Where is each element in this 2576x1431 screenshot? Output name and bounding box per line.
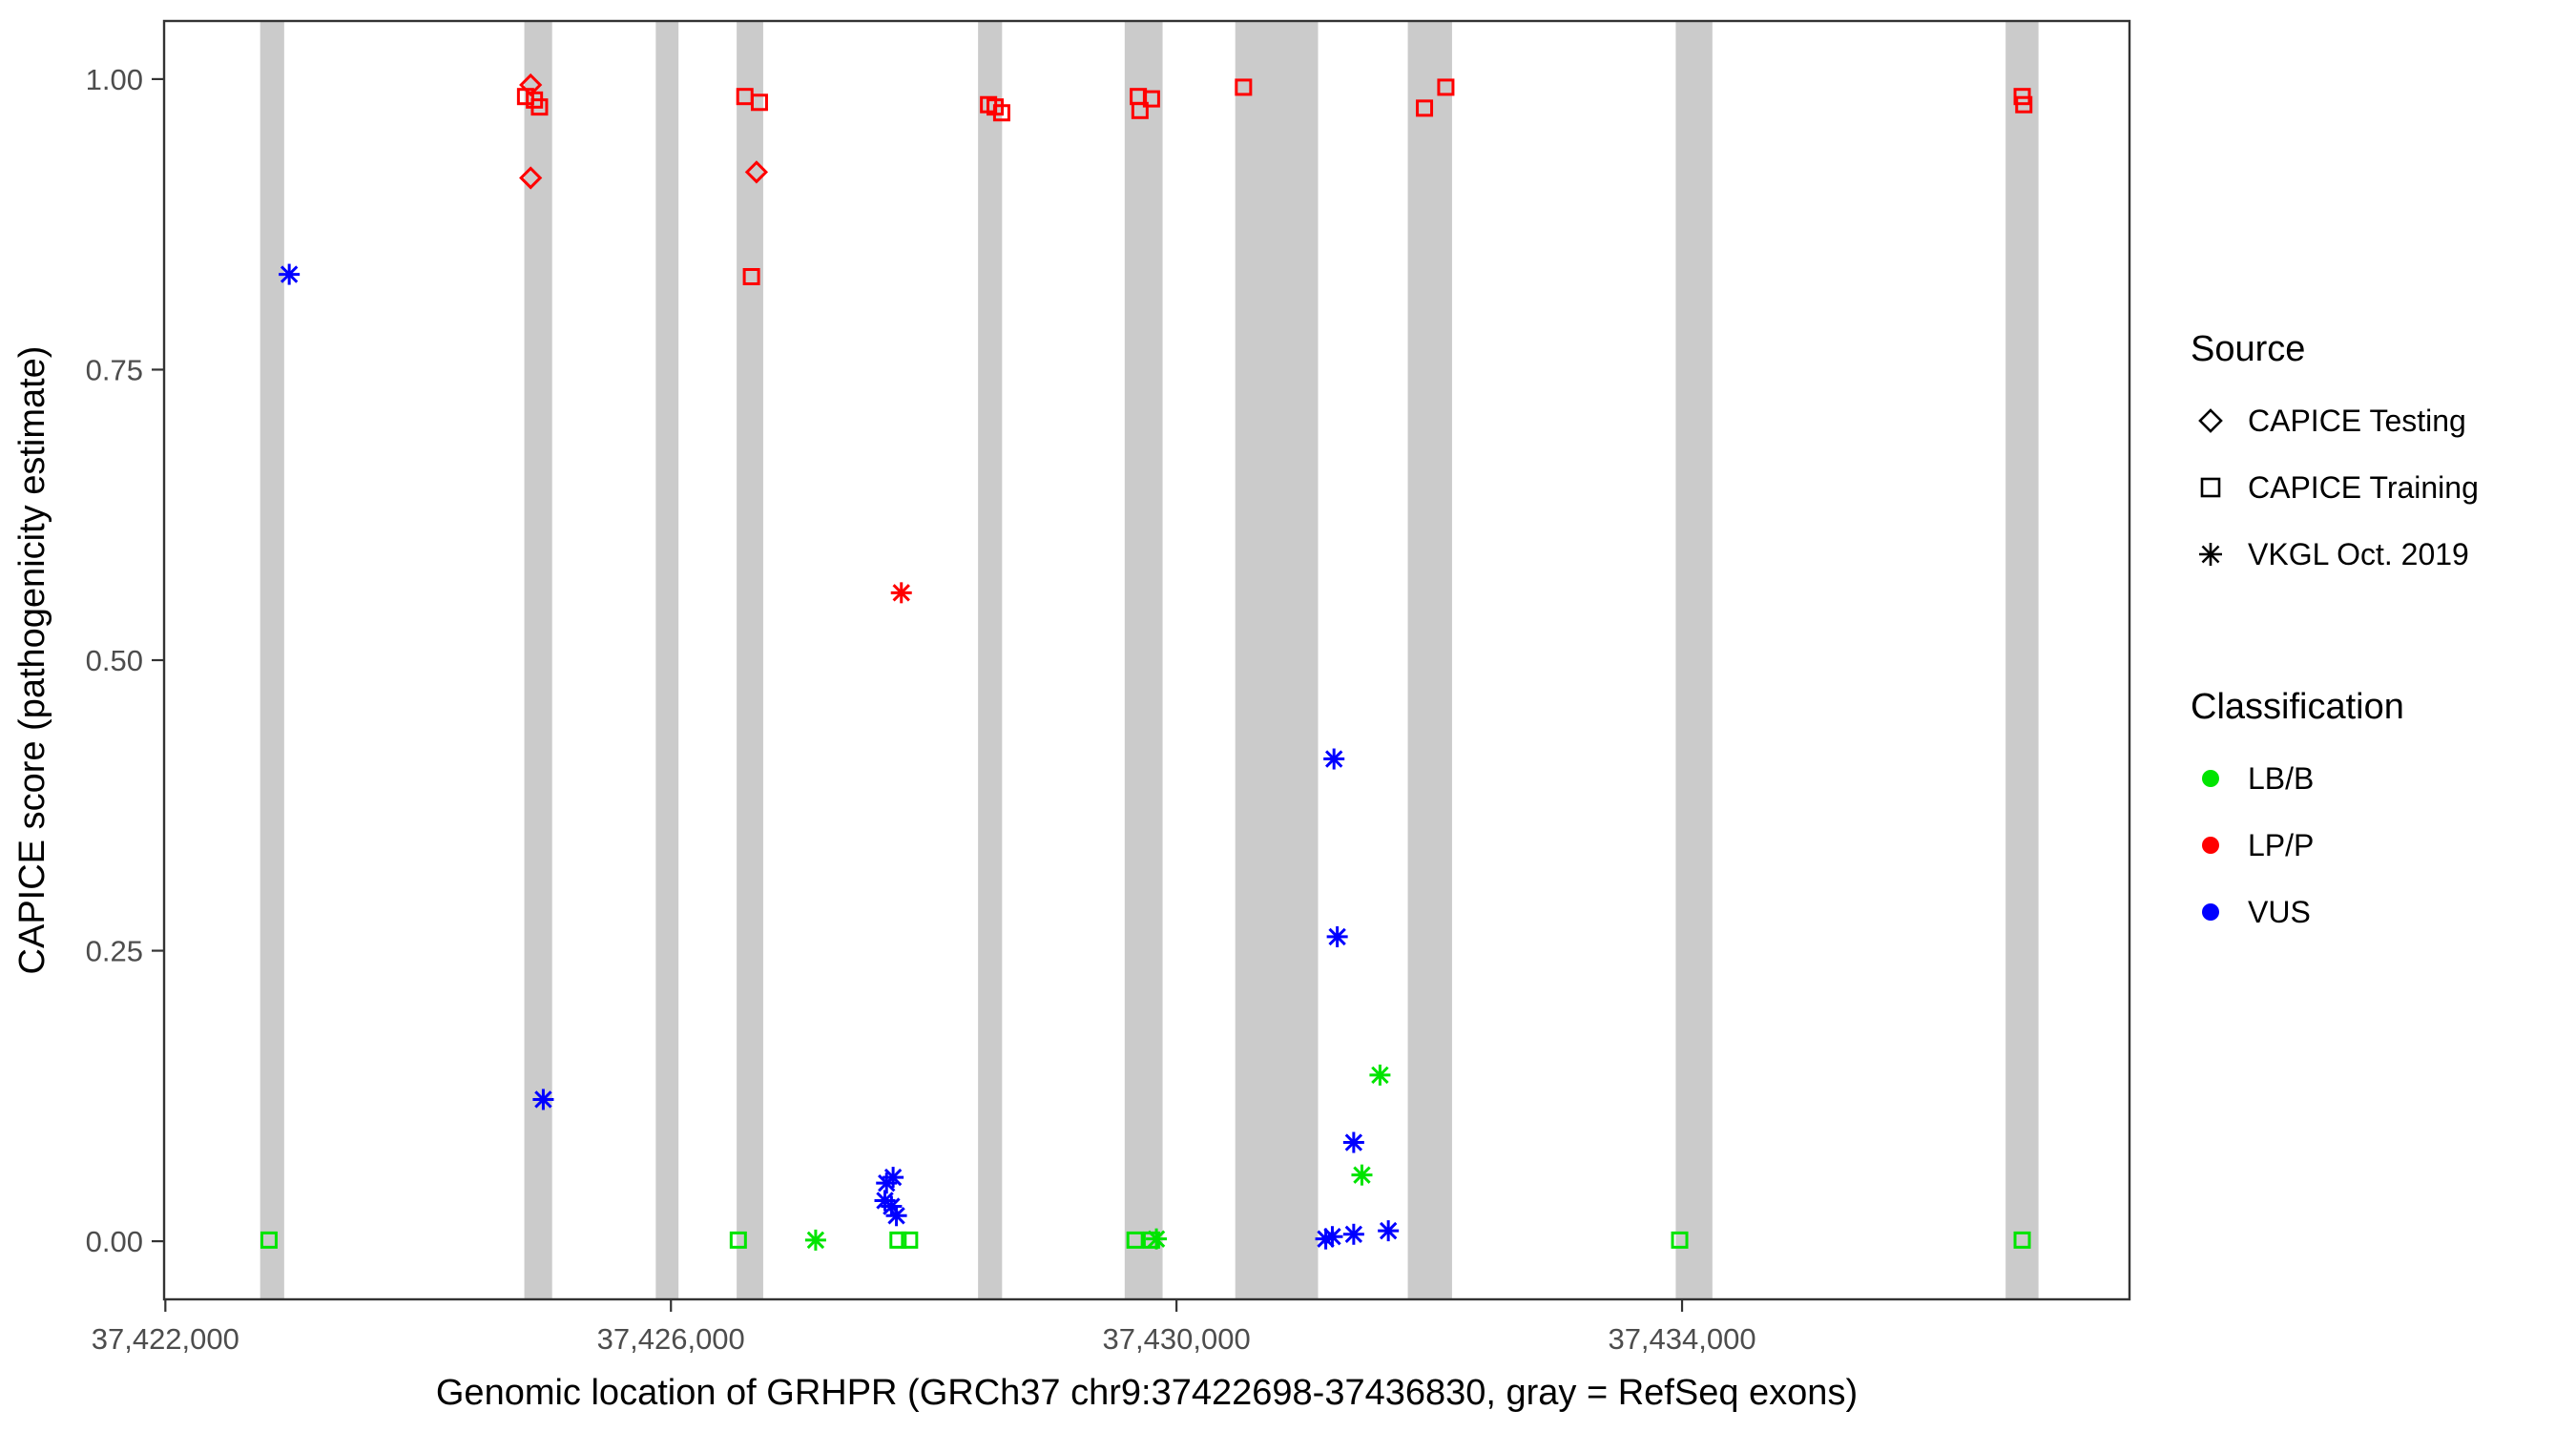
exon-bar: [655, 21, 679, 1299]
legend-source-title: Source: [2191, 329, 2306, 369]
y-tick-label: 0.50: [86, 644, 143, 677]
legend-item-vkgl: VKGL Oct. 2019: [2191, 521, 2572, 588]
data-point-diamond: [744, 160, 769, 184]
data-point-asterisk: [806, 1231, 825, 1250]
data-point-square: [889, 1231, 907, 1249]
data-point-asterisk: [883, 1168, 903, 1187]
data-point-asterisk: [892, 584, 910, 602]
asterisk-icon: [2199, 543, 2222, 566]
green-dot-icon: [2202, 770, 2219, 787]
exon-bar: [737, 21, 763, 1299]
data-point-asterisk: [1344, 1133, 1363, 1151]
exon-bar: [1124, 21, 1163, 1299]
x-axis-title: Genomic location of GRHPR (GRCh37 chr9:3…: [436, 1373, 1858, 1413]
y-tick-label: 0.00: [86, 1225, 143, 1258]
legend-item-label: LP/P: [2248, 827, 2315, 862]
legend-item-capice-testing: CAPICE Testing: [2191, 387, 2572, 454]
data-point-asterisk: [1353, 1166, 1371, 1184]
data-point-square: [1437, 78, 1455, 96]
legend-source-block: Source CAPICE Testing CAPICE Training: [2191, 329, 2572, 588]
data-point-asterisk: [1323, 1228, 1341, 1246]
exon-bar: [1407, 21, 1452, 1299]
legend-classification-block: Classification LB/B LP/P VUS: [2191, 687, 2572, 945]
x-tick-label: 37,422,000: [92, 1322, 239, 1356]
data-point-square: [1416, 99, 1434, 117]
y-axis-title: CAPICE score (pathogenicity estimate): [12, 346, 52, 975]
data-point-square: [1235, 78, 1253, 96]
exon-bar: [524, 21, 552, 1299]
legend-item-label: VKGL Oct. 2019: [2248, 536, 2469, 571]
legend-item-lpp: LP/P: [2191, 812, 2572, 879]
legend: Source CAPICE Testing CAPICE Training: [2191, 329, 2572, 945]
exon-bar: [260, 21, 284, 1299]
data-point-square: [1131, 101, 1149, 119]
data-point-diamond: [519, 166, 543, 190]
data-point-asterisk: [1379, 1221, 1398, 1240]
data-point-square: [742, 268, 760, 285]
square-icon: [2200, 477, 2221, 498]
legend-item-label: CAPICE Training: [2248, 469, 2479, 505]
exon-bar: [1235, 21, 1319, 1299]
data-point-square: [1142, 90, 1160, 108]
legend-item-vus: VUS: [2191, 879, 2572, 945]
data-point-asterisk: [887, 1207, 905, 1225]
data-point-square: [729, 1231, 747, 1249]
exon-bar: [2005, 21, 2039, 1299]
data-point-square: [516, 88, 534, 106]
exon-bar: [1675, 21, 1713, 1299]
x-tick-label: 37,434,000: [1608, 1322, 1755, 1356]
data-point-square: [1126, 1231, 1144, 1249]
data-point-asterisk: [1147, 1230, 1166, 1248]
x-tick-label: 37,430,000: [1103, 1322, 1251, 1356]
blue-dot-icon: [2202, 903, 2219, 921]
data-point-asterisk: [534, 1090, 552, 1109]
y-tick-label: 0.25: [86, 935, 143, 968]
data-point-asterisk: [280, 265, 299, 283]
data-point-diamond: [519, 73, 543, 97]
x-tick-label: 37,426,000: [597, 1322, 745, 1356]
data-point-asterisk: [1328, 927, 1346, 946]
data-point-asterisk: [1324, 750, 1343, 768]
legend-item-lbb: LB/B: [2191, 745, 2572, 812]
legend-classification-title: Classification: [2191, 687, 2404, 727]
data-point-asterisk: [1371, 1066, 1389, 1085]
legend-item-label: VUS: [2248, 894, 2311, 929]
data-point-square: [2013, 1231, 2031, 1249]
data-point-square: [992, 104, 1010, 122]
legend-item-capice-training: CAPICE Training: [2191, 454, 2572, 521]
data-point-square: [260, 1231, 278, 1249]
red-dot-icon: [2202, 837, 2219, 854]
data-point-square: [901, 1231, 919, 1249]
data-point-asterisk: [1344, 1225, 1363, 1243]
y-tick-label: 0.75: [86, 353, 143, 386]
data-point-square: [750, 93, 768, 112]
legend-item-label: LB/B: [2248, 760, 2315, 796]
data-point-square: [2015, 95, 2033, 114]
exon-bar: [978, 21, 1003, 1299]
data-point-square: [1671, 1231, 1689, 1249]
data-point-asterisk: [883, 1197, 901, 1215]
y-tick-label: 1.00: [86, 63, 143, 96]
data-point-square: [530, 98, 549, 116]
legend-item-label: CAPICE Testing: [2248, 403, 2466, 438]
diamond-icon: [2198, 408, 2223, 433]
